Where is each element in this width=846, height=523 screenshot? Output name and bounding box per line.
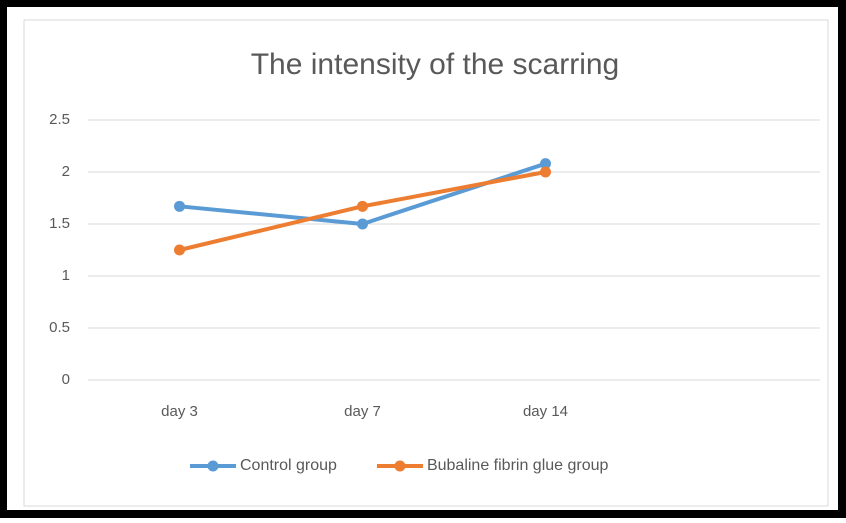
x-tick-label: day 14 — [523, 403, 568, 420]
y-tick-label: 1 — [62, 267, 70, 284]
marker — [357, 200, 368, 212]
legend-marker — [207, 460, 219, 472]
y-tick-label: 1.5 — [49, 215, 70, 232]
legend-label: Control group — [240, 457, 337, 474]
marker — [540, 158, 551, 170]
marker — [357, 218, 368, 230]
marker — [540, 166, 551, 178]
y-tick-label: 0 — [62, 371, 70, 388]
marker — [174, 244, 185, 256]
x-tick-label: day 3 — [161, 403, 198, 420]
chart-title: The intensity of the scarring — [251, 48, 620, 81]
y-tick-label: 0.5 — [49, 319, 70, 336]
y-tick-label: 2.5 — [49, 111, 70, 128]
marker — [174, 200, 185, 212]
legend-label: Bubaline fibrin glue group — [427, 457, 609, 474]
legend-marker — [394, 460, 406, 472]
chart-area — [23, 19, 829, 507]
y-tick-label: 2 — [62, 163, 70, 180]
x-tick-label: day 7 — [344, 403, 381, 420]
